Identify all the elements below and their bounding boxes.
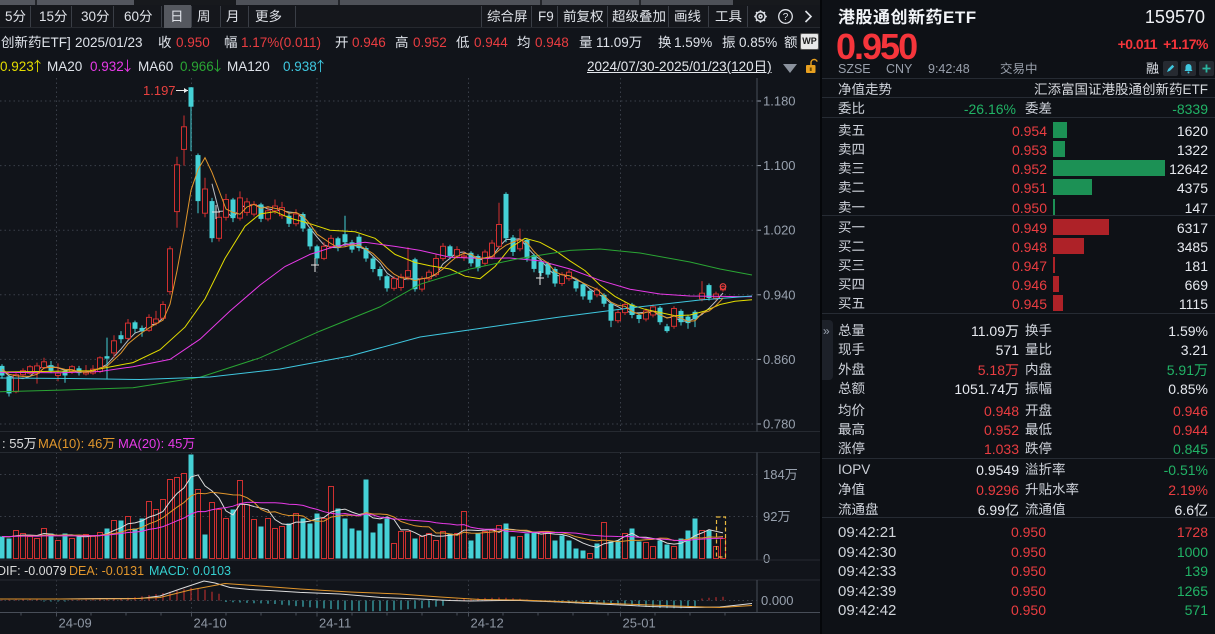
svg-text:0: 0 [763,551,770,566]
svg-text:24-12: 24-12 [471,616,504,631]
svg-text:25-01: 25-01 [623,616,656,631]
svg-text:1.197: 1.197 [143,83,176,98]
svg-text:184万: 184万 [763,467,798,482]
svg-text:1.180: 1.180 [763,94,796,109]
svg-text:1.020: 1.020 [763,223,796,238]
svg-text:?: ? [783,12,789,23]
svg-text:24-11: 24-11 [319,616,351,631]
svg-text:24-09: 24-09 [59,616,92,631]
svg-text:0.780: 0.780 [763,417,796,432]
svg-text:92万: 92万 [763,509,790,524]
svg-text:0.940: 0.940 [763,287,796,302]
svg-text:1.100: 1.100 [763,158,796,173]
svg-text:0.000: 0.000 [761,593,794,608]
svg-text:0.860: 0.860 [763,352,796,367]
svg-text:24-10: 24-10 [194,616,227,631]
